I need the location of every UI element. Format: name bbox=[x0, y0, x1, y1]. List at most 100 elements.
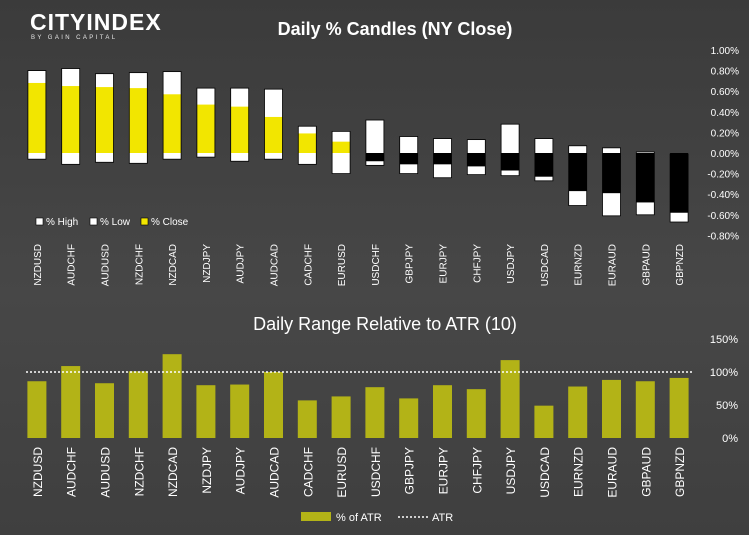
x-tick-label: GBPJPY bbox=[403, 447, 417, 494]
close-bar-gbpnzd bbox=[670, 153, 689, 213]
close-bar-nzdcad bbox=[163, 94, 182, 153]
x-tick-label: GBPAUD bbox=[639, 447, 653, 497]
x-tick-label: AUDCHF bbox=[65, 447, 79, 497]
candle-outline-eurnzd bbox=[568, 145, 588, 206]
atr-bar-eurjpy bbox=[433, 385, 452, 438]
atr-bar-usdcad bbox=[534, 405, 554, 438]
candle-outline-chfjpy bbox=[466, 139, 486, 176]
x-tick-label: NZDCAD bbox=[168, 244, 179, 286]
legend-label-close: % Close bbox=[151, 217, 189, 228]
x-tick-label: GBPNZD bbox=[675, 244, 686, 286]
close-bar-cadchf bbox=[298, 133, 317, 153]
legend-label-pct-atr: % of ATR bbox=[336, 512, 382, 524]
y-tick-label: 0% bbox=[722, 433, 738, 445]
candle-outline-nzdchf bbox=[128, 72, 148, 164]
x-tick-label: AUDCAD bbox=[270, 244, 281, 286]
y-tick-label: 0.20% bbox=[711, 128, 739, 139]
x-tick-label: AUDJPY bbox=[236, 244, 247, 284]
city-index-logo: CITYINDEX BY GAIN CAPITAL bbox=[30, 10, 162, 41]
legend-swatch-pct-atr bbox=[301, 512, 331, 521]
close-bar-nzdjpy bbox=[196, 104, 215, 153]
logo-text-index: INDEX bbox=[86, 9, 162, 35]
y-tick-label: -0.20% bbox=[707, 170, 739, 181]
legend-label-low: % Low bbox=[100, 217, 131, 228]
close-bar-gbpjpy bbox=[399, 153, 418, 165]
candle-outline-gbpaud bbox=[635, 151, 655, 216]
close-bar-audchf bbox=[61, 86, 80, 153]
atr-bar-gbpnzd bbox=[669, 377, 689, 438]
x-tick-label: CHFJPY bbox=[472, 244, 483, 283]
atr-bar-usdchf bbox=[365, 387, 385, 438]
close-bar-usdchf bbox=[365, 153, 384, 162]
x-tick-label: NZDCHF bbox=[134, 244, 145, 285]
atr-bar-audcad bbox=[264, 372, 283, 438]
atr-bar-audchf bbox=[61, 366, 81, 438]
legend-label-high: % High bbox=[46, 217, 78, 228]
x-tick-label: GBPAUD bbox=[641, 244, 652, 286]
y-tick-label: -0.60% bbox=[707, 211, 739, 222]
candle-outline-audusd bbox=[95, 73, 114, 163]
close-bar-usdjpy bbox=[501, 153, 520, 171]
x-tick-label: EURAUD bbox=[608, 244, 619, 286]
candle-outline-audcad bbox=[264, 88, 283, 160]
x-tick-label: EURNZD bbox=[574, 244, 585, 286]
candle-outline-usdjpy bbox=[500, 123, 520, 177]
x-tick-label: GBPJPY bbox=[405, 244, 416, 284]
y-tick-label: 50% bbox=[716, 400, 738, 412]
atr-bar-audusd bbox=[95, 383, 114, 438]
candle-outline-usdcad bbox=[534, 138, 554, 182]
x-tick-label: GBPNZD bbox=[673, 447, 687, 497]
x-tick-label: USDCAD bbox=[538, 447, 552, 498]
legend-swatch-high bbox=[35, 217, 44, 226]
x-tick-label: CADCHF bbox=[301, 447, 315, 497]
atr-bar-eurusd bbox=[331, 396, 351, 438]
x-tick-label: AUDJPY bbox=[234, 447, 248, 494]
x-tick-label: AUDUSD bbox=[99, 447, 113, 498]
atr-bar-nzdchf bbox=[128, 371, 148, 438]
close-bar-eurnzd bbox=[568, 153, 587, 192]
candle-outline-eurusd bbox=[331, 130, 351, 174]
y-tick-label: 0.80% bbox=[711, 67, 739, 78]
atr-bar-chfjpy bbox=[466, 389, 486, 438]
atr-bar-nzdcad bbox=[162, 354, 182, 438]
y-tick-label: -0.40% bbox=[707, 190, 739, 201]
atr-bar-usdjpy bbox=[500, 360, 520, 438]
x-tick-label: CHFJPY bbox=[470, 447, 484, 494]
atr-bar-nzdusd bbox=[27, 381, 47, 438]
x-tick-label: USDJPY bbox=[504, 447, 518, 494]
x-tick-label: USDCAD bbox=[540, 244, 551, 286]
y-tick-label: -0.80% bbox=[707, 231, 739, 242]
y-tick-label: 0.60% bbox=[711, 87, 739, 98]
candle-outline-nzdjpy bbox=[196, 87, 216, 158]
atr-bar-cadchf bbox=[297, 400, 317, 438]
atr-bar-gbpaud bbox=[635, 381, 655, 438]
candle-chart: 1.00% 0.80% 0.60% 0.40% 0.20% 0.00% -0.20% -0.4… bbox=[27, 46, 739, 286]
candle-chart-legend: % High % Low % Close bbox=[35, 217, 189, 228]
candle-outline-usdchf bbox=[365, 119, 385, 166]
y-tick-label: 150% bbox=[710, 334, 738, 346]
legend-swatch-close bbox=[140, 217, 149, 226]
logo-wordmark: CITYINDEX bbox=[30, 10, 162, 34]
atr-chart: 150% 100% 50% 0% NZDUSD AUDCHF AUDUSD NZDCHF NZD… bbox=[26, 334, 738, 498]
candle-outline-audchf bbox=[61, 68, 81, 165]
candle-outline-gbpnzd bbox=[669, 153, 689, 223]
x-tick-label: AUDUSD bbox=[101, 244, 112, 286]
atr-bar-nzdjpy bbox=[196, 385, 216, 438]
candle-outline-cadchf bbox=[297, 125, 317, 165]
x-tick-label: USDCHF bbox=[369, 447, 383, 497]
candle-outline-audjpy bbox=[230, 87, 250, 162]
y-tick-label: 0.00% bbox=[711, 149, 739, 160]
x-tick-label: EURUSD bbox=[337, 244, 348, 286]
x-tick-label: EURNZD bbox=[572, 447, 586, 497]
close-bar-nzdusd bbox=[27, 82, 46, 153]
atr-chart-title: Daily Range Relative to ATR (10) bbox=[253, 314, 517, 334]
close-bar-gbpaud bbox=[636, 153, 655, 203]
x-tick-label: NZDJPY bbox=[200, 447, 214, 494]
candle-outline-eurjpy bbox=[433, 138, 452, 179]
atr-bar-euraud bbox=[602, 379, 621, 438]
candle-outline-nzdcad bbox=[162, 71, 182, 160]
x-tick-label: USDJPY bbox=[506, 244, 517, 284]
candle-outline-gbpjpy bbox=[399, 136, 419, 175]
